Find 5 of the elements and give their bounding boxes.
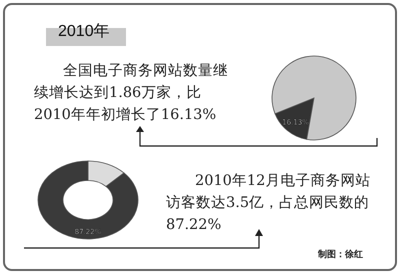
text: 2010年 xyxy=(58,23,110,40)
pie-slice xyxy=(272,56,356,140)
text: 2010年12月电子商务网站访客数达3.5亿，占总网民数的87.22% xyxy=(166,172,372,235)
text: 全国电子商务网站数量继续增长达到1.86万家，比2010年年初增长了16.13% xyxy=(34,62,229,125)
text: 制图：徐红 xyxy=(318,249,363,261)
